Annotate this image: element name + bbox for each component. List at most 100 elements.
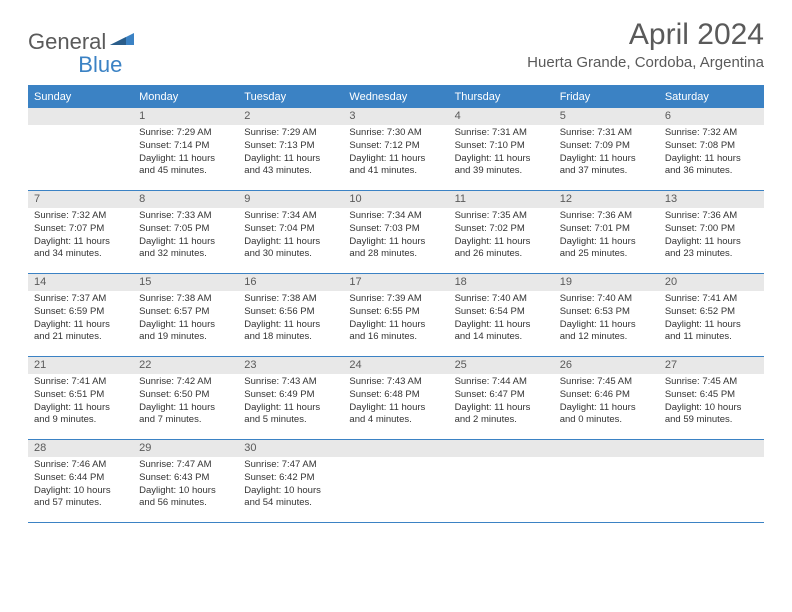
weekday-header-row: SundayMondayTuesdayWednesdayThursdayFrid… (28, 87, 764, 108)
weekday-header: Thursday (449, 87, 554, 108)
detail-line: Sunrise: 7:44 AM (455, 376, 548, 389)
detail-line: and 28 minutes. (349, 248, 442, 261)
detail-line: Sunset: 6:49 PM (244, 389, 337, 402)
day-number: 28 (28, 440, 133, 457)
day-cell: 15Sunrise: 7:38 AMSunset: 6:57 PMDayligh… (133, 274, 238, 356)
empty-day-header (343, 440, 448, 457)
detail-line: and 21 minutes. (34, 331, 127, 344)
day-number: 29 (133, 440, 238, 457)
detail-line: Daylight: 11 hours (560, 236, 653, 249)
weekday-header: Friday (554, 87, 659, 108)
detail-line: Sunset: 6:59 PM (34, 306, 127, 319)
day-cell: 10Sunrise: 7:34 AMSunset: 7:03 PMDayligh… (343, 191, 448, 273)
detail-line: Sunset: 7:03 PM (349, 223, 442, 236)
detail-line: and 56 minutes. (139, 497, 232, 510)
detail-line: Sunset: 6:51 PM (34, 389, 127, 402)
day-details: Sunrise: 7:31 AMSunset: 7:09 PMDaylight:… (554, 125, 659, 182)
day-cell (449, 440, 554, 522)
detail-line: Sunrise: 7:31 AM (560, 127, 653, 140)
day-number: 12 (554, 191, 659, 208)
day-details: Sunrise: 7:29 AMSunset: 7:13 PMDaylight:… (238, 125, 343, 182)
detail-line: Daylight: 11 hours (349, 402, 442, 415)
detail-line: Sunset: 7:01 PM (560, 223, 653, 236)
day-number: 22 (133, 357, 238, 374)
day-details: Sunrise: 7:38 AMSunset: 6:57 PMDaylight:… (133, 291, 238, 348)
detail-line: Sunrise: 7:36 AM (560, 210, 653, 223)
detail-line: Sunrise: 7:45 AM (665, 376, 758, 389)
day-details: Sunrise: 7:43 AMSunset: 6:49 PMDaylight:… (238, 374, 343, 431)
detail-line: Sunrise: 7:42 AM (139, 376, 232, 389)
day-details: Sunrise: 7:40 AMSunset: 6:53 PMDaylight:… (554, 291, 659, 348)
detail-line: Sunrise: 7:43 AM (244, 376, 337, 389)
detail-line: Daylight: 11 hours (34, 236, 127, 249)
detail-line: and 16 minutes. (349, 331, 442, 344)
detail-line: Sunset: 7:14 PM (139, 140, 232, 153)
detail-line: Daylight: 11 hours (349, 236, 442, 249)
day-cell: 8Sunrise: 7:33 AMSunset: 7:05 PMDaylight… (133, 191, 238, 273)
day-details: Sunrise: 7:34 AMSunset: 7:03 PMDaylight:… (343, 208, 448, 265)
day-cell: 23Sunrise: 7:43 AMSunset: 6:49 PMDayligh… (238, 357, 343, 439)
weekday-header: Monday (133, 87, 238, 108)
day-number: 21 (28, 357, 133, 374)
logo-triangle-icon (110, 31, 136, 54)
detail-line: and 19 minutes. (139, 331, 232, 344)
detail-line: and 9 minutes. (34, 414, 127, 427)
weekday-header: Sunday (28, 87, 133, 108)
detail-line: Daylight: 10 hours (244, 485, 337, 498)
detail-line: Sunset: 6:42 PM (244, 472, 337, 485)
day-number: 24 (343, 357, 448, 374)
detail-line: and 34 minutes. (34, 248, 127, 261)
day-number: 7 (28, 191, 133, 208)
day-cell: 13Sunrise: 7:36 AMSunset: 7:00 PMDayligh… (659, 191, 764, 273)
detail-line: Sunrise: 7:29 AM (244, 127, 337, 140)
detail-line: Sunset: 6:43 PM (139, 472, 232, 485)
weekday-header: Wednesday (343, 87, 448, 108)
detail-line: Sunset: 6:50 PM (139, 389, 232, 402)
detail-line: Sunrise: 7:41 AM (665, 293, 758, 306)
detail-line: Daylight: 11 hours (139, 236, 232, 249)
detail-line: and 23 minutes. (665, 248, 758, 261)
day-details: Sunrise: 7:39 AMSunset: 6:55 PMDaylight:… (343, 291, 448, 348)
day-details: Sunrise: 7:43 AMSunset: 6:48 PMDaylight:… (343, 374, 448, 431)
day-number: 23 (238, 357, 343, 374)
logo-text-blue: Blue (78, 52, 122, 78)
detail-line: Sunset: 7:05 PM (139, 223, 232, 236)
day-cell: 19Sunrise: 7:40 AMSunset: 6:53 PMDayligh… (554, 274, 659, 356)
detail-line: and 11 minutes. (665, 331, 758, 344)
detail-line: Sunrise: 7:40 AM (560, 293, 653, 306)
empty-day-header (28, 108, 133, 125)
day-details: Sunrise: 7:47 AMSunset: 6:42 PMDaylight:… (238, 457, 343, 514)
day-details: Sunrise: 7:37 AMSunset: 6:59 PMDaylight:… (28, 291, 133, 348)
detail-line: Sunset: 6:48 PM (349, 389, 442, 402)
detail-line: Sunrise: 7:32 AM (665, 127, 758, 140)
day-details: Sunrise: 7:40 AMSunset: 6:54 PMDaylight:… (449, 291, 554, 348)
detail-line: Sunset: 7:00 PM (665, 223, 758, 236)
day-cell: 14Sunrise: 7:37 AMSunset: 6:59 PMDayligh… (28, 274, 133, 356)
day-number: 9 (238, 191, 343, 208)
detail-line: Daylight: 11 hours (349, 319, 442, 332)
weekday-header: Saturday (659, 87, 764, 108)
week-row: 28Sunrise: 7:46 AMSunset: 6:44 PMDayligh… (28, 440, 764, 523)
day-details: Sunrise: 7:36 AMSunset: 7:00 PMDaylight:… (659, 208, 764, 265)
detail-line: Sunset: 6:52 PM (665, 306, 758, 319)
day-details: Sunrise: 7:41 AMSunset: 6:52 PMDaylight:… (659, 291, 764, 348)
detail-line: Sunrise: 7:47 AM (244, 459, 337, 472)
detail-line: and 4 minutes. (349, 414, 442, 427)
detail-line: Sunrise: 7:36 AM (665, 210, 758, 223)
day-cell: 18Sunrise: 7:40 AMSunset: 6:54 PMDayligh… (449, 274, 554, 356)
detail-line: Sunrise: 7:43 AM (349, 376, 442, 389)
day-cell: 24Sunrise: 7:43 AMSunset: 6:48 PMDayligh… (343, 357, 448, 439)
day-cell: 29Sunrise: 7:47 AMSunset: 6:43 PMDayligh… (133, 440, 238, 522)
detail-line: and 12 minutes. (560, 331, 653, 344)
detail-line: Sunrise: 7:29 AM (139, 127, 232, 140)
detail-line: and 39 minutes. (455, 165, 548, 178)
day-cell: 7Sunrise: 7:32 AMSunset: 7:07 PMDaylight… (28, 191, 133, 273)
day-cell: 25Sunrise: 7:44 AMSunset: 6:47 PMDayligh… (449, 357, 554, 439)
detail-line: Daylight: 11 hours (455, 319, 548, 332)
detail-line: and 0 minutes. (560, 414, 653, 427)
day-details: Sunrise: 7:46 AMSunset: 6:44 PMDaylight:… (28, 457, 133, 514)
day-number: 3 (343, 108, 448, 125)
detail-line: Daylight: 11 hours (455, 402, 548, 415)
day-details: Sunrise: 7:41 AMSunset: 6:51 PMDaylight:… (28, 374, 133, 431)
detail-line: and 32 minutes. (139, 248, 232, 261)
